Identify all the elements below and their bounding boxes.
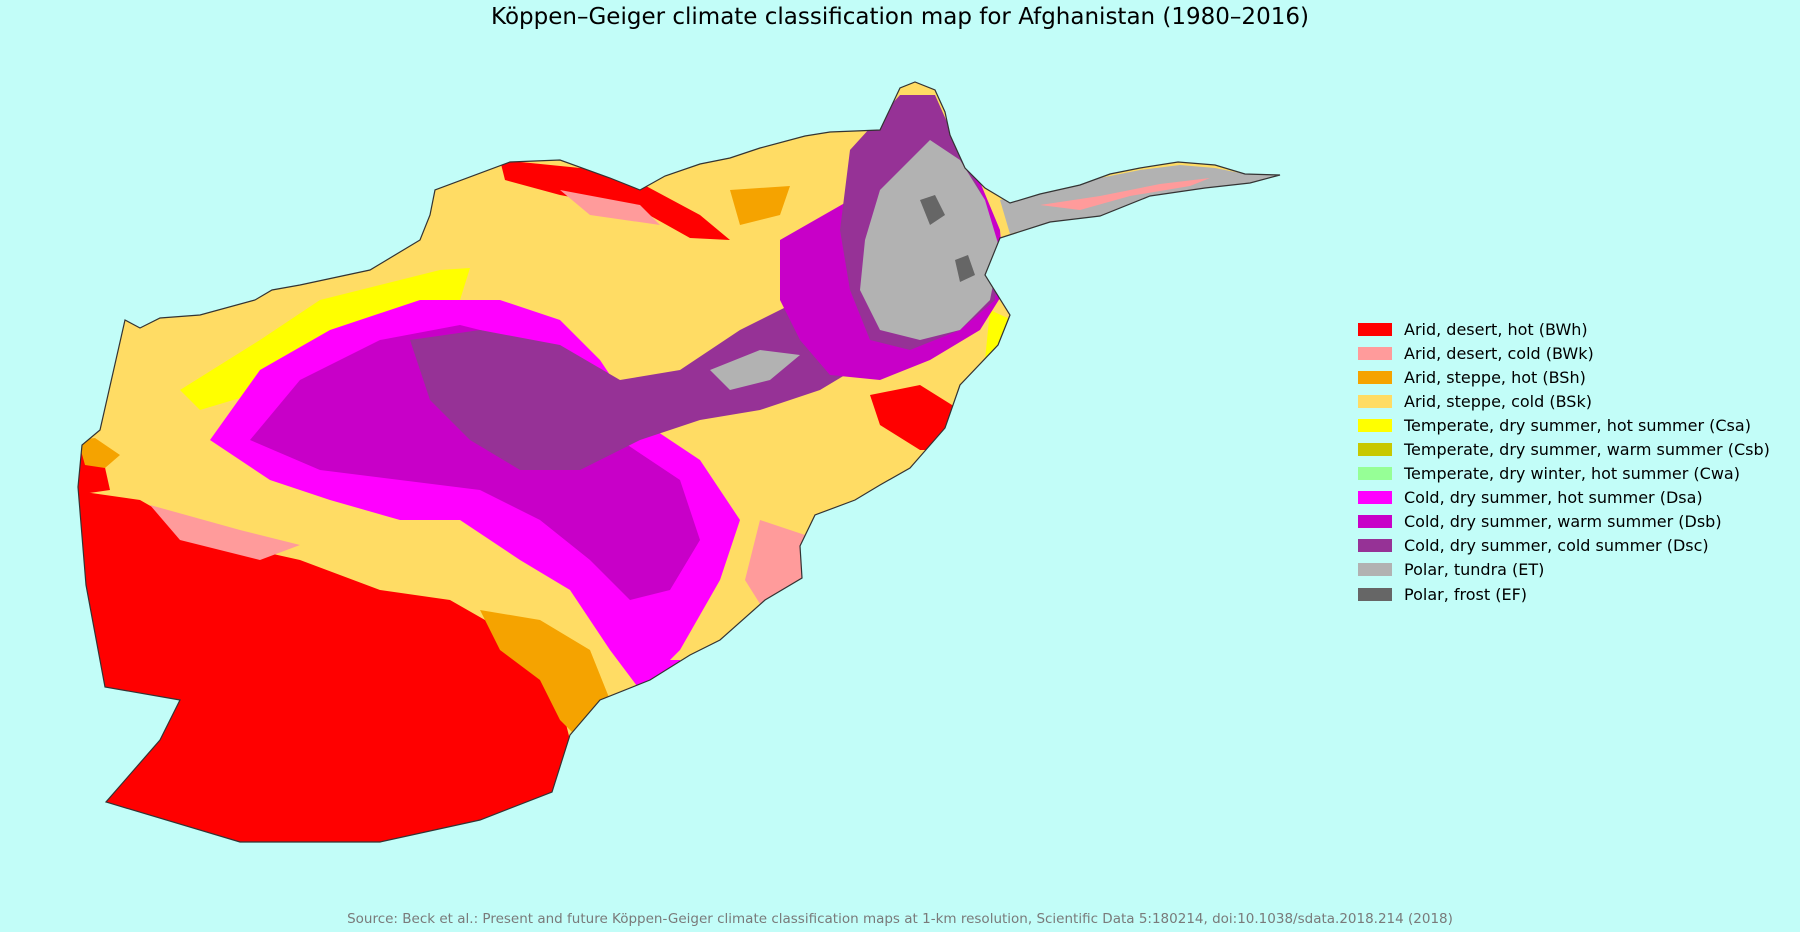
region-ef-1 xyxy=(920,195,945,225)
region-dsc-central xyxy=(410,300,870,470)
region-et-hindu-kush xyxy=(860,140,1000,340)
region-bwh-east xyxy=(870,385,960,450)
region-dsa-southeast xyxy=(640,660,690,700)
legend-item: Polar, frost (EF) xyxy=(1358,582,1770,606)
legend-item: Arid, steppe, cold (BSk) xyxy=(1358,389,1770,413)
region-bwk-south xyxy=(150,505,300,560)
legend-swatch xyxy=(1358,587,1392,601)
legend-swatch xyxy=(1358,346,1392,360)
region-et-central xyxy=(710,350,800,390)
region-bsh-southeast xyxy=(870,490,905,520)
legend-label: Temperate, dry summer, hot summer (Csa) xyxy=(1404,415,1751,435)
region-bwh-north xyxy=(500,160,730,240)
legend-item: Temperate, dry summer, hot summer (Csa) xyxy=(1358,413,1770,437)
legend-label: Polar, tundra (ET) xyxy=(1404,560,1545,580)
legend-swatch xyxy=(1358,515,1392,529)
legend-item: Polar, tundra (ET) xyxy=(1358,558,1770,582)
legend-label: Cold, dry summer, warm summer (Dsb) xyxy=(1404,512,1722,532)
legend-swatch xyxy=(1358,370,1392,384)
region-bsh-north xyxy=(730,186,790,225)
legend-label: Arid, desert, cold (BWk) xyxy=(1404,343,1594,363)
region-bsh-west xyxy=(78,438,120,468)
legend-label: Temperate, dry winter, hot summer (Cwa) xyxy=(1404,464,1740,484)
region-bwh-southeast xyxy=(795,605,815,640)
legend: Arid, desert, hot (BWh) Arid, desert, col… xyxy=(1358,317,1770,606)
legend-label: Temperate, dry summer, warm summer (Csb) xyxy=(1404,440,1770,460)
legend-label: Cold, dry summer, cold summer (Dsc) xyxy=(1404,536,1709,556)
legend-label: Cold, dry summer, hot summer (Dsa) xyxy=(1404,488,1703,508)
region-ef-2 xyxy=(955,255,975,282)
legend-label: Arid, desert, hot (BWh) xyxy=(1404,319,1588,339)
legend-swatch xyxy=(1358,467,1392,481)
country-border xyxy=(77,81,1281,843)
legend-label: Arid, steppe, hot (BSh) xyxy=(1404,367,1586,387)
legend-swatch xyxy=(1358,443,1392,457)
region-bwk-wakhan xyxy=(1040,178,1210,210)
legend-item: Cold, dry summer, warm summer (Dsb) xyxy=(1358,510,1770,534)
legend-swatch xyxy=(1358,491,1392,505)
region-bwk-north xyxy=(560,190,660,225)
legend-swatch xyxy=(1358,418,1392,432)
legend-item: Arid, steppe, hot (BSh) xyxy=(1358,365,1770,389)
map-title: Köppen–Geiger climate classification map… xyxy=(491,4,1309,30)
source-citation: Source: Beck et al.: Present and future … xyxy=(347,911,1453,927)
legend-item: Cold, dry summer, cold summer (Dsc) xyxy=(1358,534,1770,558)
legend-label: Arid, steppe, cold (BSk) xyxy=(1404,391,1592,411)
legend-item: Cold, dry summer, hot summer (Dsa) xyxy=(1358,486,1770,510)
region-bsh-south xyxy=(480,610,610,740)
legend-swatch xyxy=(1358,322,1392,336)
legend-item: Arid, desert, cold (BWk) xyxy=(1358,341,1770,365)
legend-item: Temperate, dry winter, hot summer (Cwa) xyxy=(1358,462,1770,486)
region-csa-east xyxy=(985,310,1012,360)
legend-swatch xyxy=(1358,539,1392,553)
region-bwh-south xyxy=(78,490,580,842)
legend-label: Polar, frost (EF) xyxy=(1404,584,1528,604)
legend-item: Arid, desert, hot (BWh) xyxy=(1358,317,1770,341)
legend-swatch xyxy=(1358,394,1392,408)
legend-swatch xyxy=(1358,563,1392,577)
legend-item: Temperate, dry summer, warm summer (Csb) xyxy=(1358,437,1770,461)
